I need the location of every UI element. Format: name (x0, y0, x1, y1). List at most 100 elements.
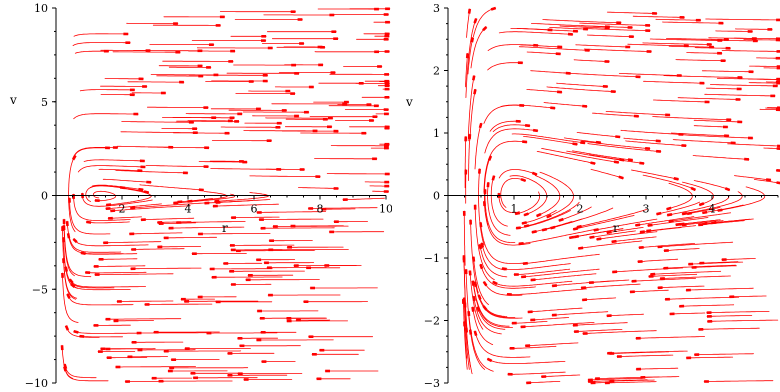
streamline (682, 181, 715, 206)
streamline (474, 122, 482, 170)
streamline (105, 318, 182, 320)
streamline (686, 207, 721, 215)
streamline-arrow (520, 177, 527, 183)
streamline (513, 268, 571, 275)
streamline (625, 140, 687, 147)
streamline (66, 220, 122, 253)
streamline (550, 207, 614, 229)
y-tick-label: 5 (41, 96, 48, 109)
streamline (469, 88, 476, 141)
streamline-arrow (490, 6, 497, 11)
streamline (63, 218, 92, 278)
streamline (701, 70, 754, 73)
streamline (699, 261, 739, 264)
streamline (176, 221, 246, 223)
streamline (581, 297, 617, 301)
streamline (483, 200, 531, 246)
streamline (698, 327, 760, 330)
phase-portrait-left-plot: 2 4 6 8 10 −10 −5 0 5 10 r v (9, 2, 392, 390)
y-tick-label: −10 (25, 377, 48, 390)
streamline (679, 219, 719, 225)
streamline (707, 319, 779, 322)
streamline (649, 38, 723, 41)
streamline-arrow (546, 214, 552, 219)
streamline (464, 136, 467, 189)
streamline (606, 227, 644, 234)
streamline-arrow (596, 237, 602, 241)
streamline (623, 137, 661, 142)
streamline (606, 350, 688, 354)
y-tick-label: 0 (433, 190, 440, 203)
streamline (214, 192, 270, 202)
x-axis-label: r (222, 221, 228, 235)
streamline (697, 220, 745, 226)
streamline (558, 206, 592, 222)
streamline (530, 273, 597, 281)
streamline (509, 175, 548, 216)
streamline (107, 216, 142, 219)
streamline (681, 220, 724, 226)
streamline (706, 311, 770, 314)
streamline (523, 201, 580, 227)
streamline (576, 209, 647, 228)
streamline-arrow (532, 128, 538, 133)
streamline-arrow (686, 211, 693, 216)
y-tick-label: −3 (424, 377, 440, 390)
streamline (94, 273, 174, 275)
streamline (483, 140, 528, 193)
streamline (487, 358, 566, 364)
streamline (197, 233, 271, 235)
streamline (702, 218, 754, 225)
y-tick-label: −1 (424, 252, 440, 265)
streamline (507, 371, 566, 375)
x-tick-label: 10 (379, 203, 392, 216)
streamline-arrow (63, 363, 68, 370)
streamline (573, 59, 610, 62)
streamline (121, 121, 195, 123)
streamline-arrow (765, 178, 772, 182)
streamline (470, 219, 479, 294)
streamline-arrow (531, 230, 537, 234)
y-tick-label: 10 (34, 2, 48, 15)
streamline-arrow (639, 230, 645, 234)
streamline (663, 264, 736, 269)
streamline (520, 268, 600, 278)
streamline (63, 237, 79, 289)
streamline (715, 30, 753, 32)
streamline (509, 345, 557, 349)
streamline (91, 184, 144, 191)
streamline-arrow (627, 158, 633, 162)
streamline (70, 283, 131, 291)
streamline (572, 322, 628, 326)
streamline (577, 240, 643, 249)
streamline (635, 367, 679, 370)
streamline (501, 263, 571, 270)
streamline-arrow (66, 233, 71, 239)
streamline (657, 285, 705, 289)
streamline (511, 321, 548, 324)
streamline (681, 191, 743, 215)
streamline-arrow (472, 256, 476, 262)
streamline (648, 273, 698, 277)
streamline (474, 281, 523, 319)
streamline (469, 329, 486, 370)
streamline (727, 143, 780, 147)
streamline (498, 169, 538, 179)
x-tick-label: 3 (643, 203, 650, 216)
streamline (734, 37, 780, 40)
streamline-arrow (673, 177, 679, 181)
streamline (67, 233, 124, 255)
streamline (511, 133, 586, 144)
streamline-arrow (717, 208, 723, 212)
streamline (473, 295, 502, 335)
streamline (477, 306, 506, 330)
streamline-arrow (482, 280, 488, 287)
streamline (743, 39, 780, 41)
streamline (474, 204, 495, 281)
streamline (675, 59, 726, 62)
streamline (484, 188, 516, 243)
streamline (84, 271, 147, 274)
streamline (105, 187, 152, 206)
streamline (611, 267, 683, 273)
streamline (748, 82, 780, 84)
